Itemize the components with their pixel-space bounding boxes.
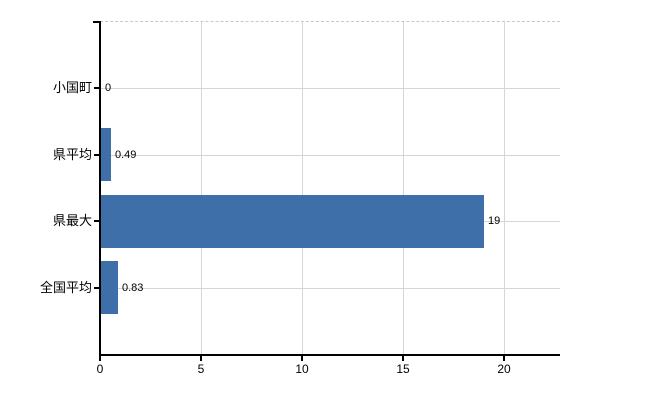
gridline-horizontal — [100, 155, 560, 156]
value-label: 0.83 — [122, 282, 144, 294]
value-label: 0 — [105, 82, 112, 94]
value-label: 0.49 — [115, 149, 137, 161]
bar — [101, 195, 484, 248]
y-tick — [94, 154, 100, 156]
y-tick — [94, 87, 100, 89]
x-tick — [200, 356, 202, 361]
x-tick-label: 10 — [295, 362, 309, 376]
y-tick — [94, 220, 100, 222]
gridline-vertical — [403, 22, 404, 354]
plot-top-border — [100, 21, 560, 22]
bar — [101, 261, 118, 314]
gridline-vertical — [504, 22, 505, 354]
x-tick — [99, 356, 101, 361]
x-tick-label: 0 — [96, 362, 104, 376]
gridline-vertical — [302, 22, 303, 354]
category-label: 県平均 — [52, 147, 92, 162]
x-axis-line — [99, 354, 560, 356]
value-label: 19 — [488, 215, 501, 227]
x-tick-label: 20 — [497, 362, 511, 376]
x-tick-label: 15 — [396, 362, 410, 376]
x-tick — [402, 356, 404, 361]
y-tick — [94, 287, 100, 289]
category-label: 全国平均 — [39, 280, 92, 295]
y-axis-end-cap — [93, 21, 101, 23]
gridline-horizontal — [100, 288, 560, 289]
x-tick-label: 5 — [197, 362, 205, 376]
x-tick — [503, 356, 505, 361]
category-label: 県最大 — [52, 213, 92, 228]
x-tick — [301, 356, 303, 361]
bar — [101, 128, 111, 181]
gridline-vertical — [201, 22, 202, 354]
gridline-horizontal — [100, 88, 560, 89]
category-label: 小国町 — [52, 80, 92, 95]
y-axis-line — [99, 22, 101, 354]
